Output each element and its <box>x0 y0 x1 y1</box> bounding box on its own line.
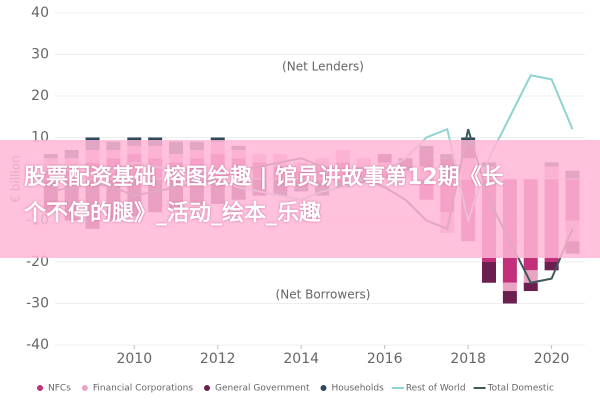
y-tick-label: 40 <box>31 5 49 21</box>
banner-line: 股票配资基础 榕图绘趣 | 馆员讲故事第12期《长 <box>24 165 504 190</box>
x-tick-label: 2012 <box>200 351 236 367</box>
legend-marker <box>320 385 327 391</box>
legend-label: Total Domestic <box>487 384 554 394</box>
y-tick-label: -20 <box>26 254 49 270</box>
legend-label: Rest of World <box>406 384 466 394</box>
x-tick-label: 2016 <box>367 351 403 367</box>
bar <box>482 262 497 283</box>
legend-marker <box>204 385 211 391</box>
bar <box>502 282 517 292</box>
legend-label: General Government <box>215 384 310 394</box>
annotation: (Net Borrowers) <box>276 288 371 302</box>
bar <box>523 270 538 283</box>
x-tick-label: 2014 <box>283 351 319 367</box>
x-tick-label: 2020 <box>534 351 570 367</box>
y-tick-label: -40 <box>26 337 49 353</box>
legend-marker <box>81 385 88 391</box>
x-tick-label: 2010 <box>116 351 152 367</box>
legend-label: Households <box>331 384 384 394</box>
banner-line: 个不停的腿》_活动_绘本_乐趣 <box>24 201 322 226</box>
x-tick-label: 2018 <box>450 351 486 367</box>
annotation: (Net Lenders) <box>282 59 364 73</box>
bar <box>544 262 559 271</box>
y-tick-label: 20 <box>31 88 49 104</box>
legend-label: Financial Corporations <box>93 384 193 394</box>
banner: 股票配资基础 榕图绘趣 | 馆员讲故事第12期《长 个不停的腿》_活动_绘本_乐… <box>0 140 600 258</box>
y-tick-label: -30 <box>26 296 49 312</box>
legend-label: NFCs <box>48 384 71 394</box>
y-tick-label: 30 <box>31 47 49 63</box>
bar <box>502 291 517 304</box>
bar <box>523 282 538 292</box>
legend-marker <box>37 385 43 391</box>
bar <box>210 137 225 142</box>
